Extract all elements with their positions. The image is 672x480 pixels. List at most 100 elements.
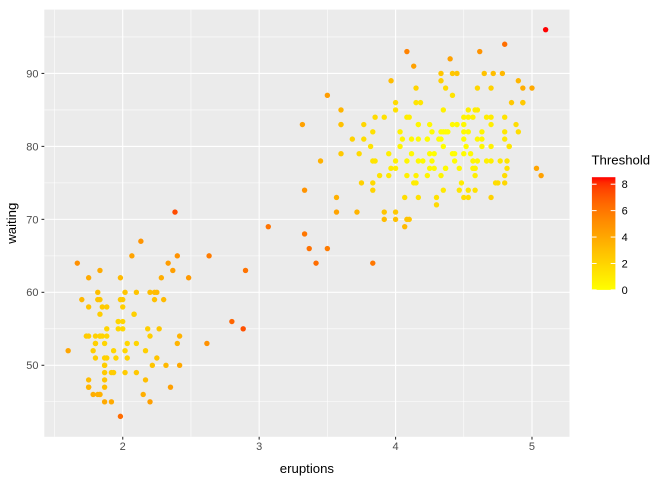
data-point [124,355,130,361]
data-point [338,151,344,157]
data-point [367,143,374,150]
data-point [117,413,124,420]
data-point [370,187,376,193]
data-point [542,26,549,33]
data-point [167,384,174,390]
data-point [456,187,462,193]
data-point [265,223,271,230]
x-axis-title: eruptions [280,461,335,476]
y-tick-label: 70 [26,214,38,226]
data-point [85,304,92,310]
legend-title: Threshold [592,153,651,168]
data-point [426,121,433,128]
data-point [533,165,540,171]
data-point [442,85,449,91]
data-point [154,289,160,296]
data-point [424,172,431,179]
data-point [386,172,392,179]
data-point [465,107,471,113]
x-tick-label: 5 [529,441,535,453]
x-axis-tick-labels: 2 3 4 5 [120,441,535,453]
data-point [497,158,503,164]
data-point [399,136,406,142]
data-point [95,296,101,303]
data-point [160,296,167,303]
data-point [415,158,422,164]
data-point [338,121,344,128]
data-point [388,78,394,84]
data-point [413,172,419,179]
legend-tick-label: 6 [622,206,628,218]
data-point [176,362,183,368]
data-point [120,326,126,332]
data-point [488,194,494,201]
data-point [158,275,165,281]
data-point [113,355,119,361]
data-point [431,165,437,171]
data-point [149,362,156,368]
data-point [461,136,467,142]
data-point [406,114,412,120]
data-point [433,202,440,208]
data-point [361,121,367,128]
data-point [538,172,544,179]
data-point [504,158,510,164]
data-point [151,296,158,303]
data-point [413,85,419,91]
data-point [474,136,481,142]
data-point [502,129,508,135]
legend-tick-label: 8 [622,179,628,191]
data-point [176,333,183,339]
data-point [74,260,81,266]
data-point [79,296,85,303]
data-point [488,121,494,128]
data-point [108,399,115,405]
data-point [99,333,105,339]
data-point [502,172,508,179]
data-point [133,289,140,296]
data-point [104,333,110,339]
data-point [392,165,399,171]
data-point [147,399,153,405]
data-point [449,92,456,99]
data-point [354,209,360,215]
data-point [65,348,71,354]
data-point [431,151,437,157]
data-point [508,99,515,106]
data-point [502,41,508,47]
data-point [502,114,508,120]
data-point [101,369,108,376]
y-tick-label: 50 [26,360,38,372]
data-point [479,129,485,135]
data-point [163,362,169,368]
data-point [92,333,99,339]
data-point [472,165,478,171]
data-point [465,114,471,120]
axis-tick-marks [41,72,533,440]
data-point [461,194,467,201]
data-point [520,85,526,91]
data-point [449,151,456,157]
data-point [142,377,149,383]
legend-tick-marks [591,183,616,291]
data-point [101,377,108,383]
data-point [404,158,410,164]
data-point [92,340,99,347]
data-point [299,121,306,128]
legend-tick-label: 4 [622,232,628,244]
data-point [370,158,376,164]
data-point [174,340,181,347]
data-point [415,121,422,128]
data-point [115,326,121,332]
data-point [392,107,399,113]
data-point [429,158,435,164]
data-point [333,194,340,201]
data-point [97,311,103,317]
legend-tick-label: 2 [622,258,628,270]
data-point [101,399,108,405]
data-point [415,194,422,201]
data-point [122,348,128,354]
data-point [242,267,249,274]
data-point [402,194,408,201]
